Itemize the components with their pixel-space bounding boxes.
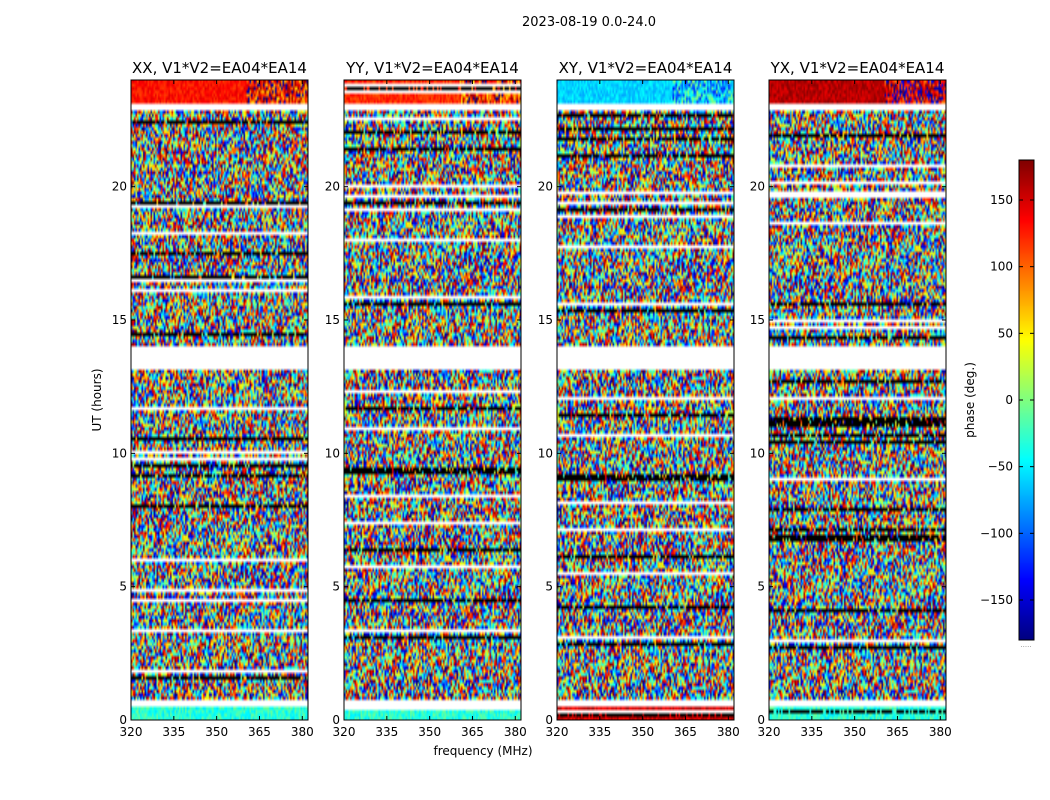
x-tick-label: 335 xyxy=(162,725,185,739)
colorbar-tick-label: 150 xyxy=(990,193,1013,207)
x-tick-label: 350 xyxy=(843,725,866,739)
heatmap-yy xyxy=(344,80,521,720)
heatmap-xx xyxy=(131,80,308,720)
y-tick-label: 5 xyxy=(757,580,765,594)
y-tick-label: 20 xyxy=(112,180,127,194)
x-axis-label: frequency (MHz) xyxy=(433,744,532,758)
panels: XX, V1*V2=EA04*EA14 320 335 350 365 380 0 5 10 15… xyxy=(112,59,952,739)
y-tick-label: 0 xyxy=(757,713,765,727)
y-tick-label: 10 xyxy=(538,446,553,460)
panel-title-yx: YX, V1*V2=EA04*EA14 xyxy=(770,59,945,77)
y-tick-label: 0 xyxy=(545,713,553,727)
y-tick-label: 0 xyxy=(332,713,340,727)
y-tick-label: 15 xyxy=(112,313,127,327)
x-tick-label: 350 xyxy=(418,725,441,739)
figure-title: 2023-08-19 0.0-24.0 xyxy=(522,15,656,30)
x-tick-label: 380 xyxy=(504,725,527,739)
x-tick-label: 380 xyxy=(929,725,952,739)
y-tick-label: 5 xyxy=(119,580,127,594)
y-tick-label: 20 xyxy=(750,180,765,194)
x-tick-label: 350 xyxy=(631,725,654,739)
panel-xx: XX, V1*V2=EA04*EA14 320 335 350 365 380 0 5 10 15… xyxy=(112,59,314,739)
x-tick-label: 335 xyxy=(800,725,823,739)
x-tick-label: 320 xyxy=(546,725,569,739)
axes-frame xyxy=(768,79,947,721)
y-axis-label: UT (hours) xyxy=(90,368,104,431)
axes-frame xyxy=(556,79,735,721)
colorbar-gradient xyxy=(1019,160,1034,640)
colorbar-label: phase (deg.) xyxy=(963,362,977,438)
colorbar-tick-label: −100 xyxy=(980,526,1013,540)
heatmap-xy xyxy=(557,80,734,720)
x-tick-label: 350 xyxy=(205,725,228,739)
panel-title-yy: YY, V1*V2=EA04*EA14 xyxy=(345,59,519,77)
y-tick-label: 15 xyxy=(538,313,553,327)
panel-title-xx: XX, V1*V2=EA04*EA14 xyxy=(132,59,307,77)
heatmap-yx xyxy=(769,80,946,720)
y-tick-label: 20 xyxy=(538,180,553,194)
y-tick-label: 10 xyxy=(325,446,340,460)
x-tick-label: 380 xyxy=(291,725,314,739)
panel-yx: YX, V1*V2=EA04*EA14 320 335 350 365 380 0 5 10 15… xyxy=(750,59,952,739)
y-tick-label: 20 xyxy=(325,180,340,194)
colorbar-tick-label: 100 xyxy=(990,260,1013,274)
panel-xy: XY, V1*V2=EA04*EA14 320 335 350 365 380 0 5 10 15… xyxy=(538,59,740,739)
x-tick-label: 380 xyxy=(717,725,740,739)
panel-yy: YY, V1*V2=EA04*EA14 320 335 350 365 380 0 5 10 15… xyxy=(325,59,527,739)
colorbar: 150 100 50 0 −50 −100 −150 xyxy=(980,159,1035,641)
x-tick-label: 365 xyxy=(886,725,909,739)
colorbar-tick-label: −50 xyxy=(988,460,1013,474)
colorbar-tick-label: 50 xyxy=(998,326,1013,340)
axes-frame xyxy=(343,79,522,721)
colorbar-note: ..... xyxy=(1020,641,1031,649)
x-tick-label: 365 xyxy=(248,725,271,739)
x-tick-label: 320 xyxy=(333,725,356,739)
x-tick-label: 320 xyxy=(758,725,781,739)
y-tick-label: 15 xyxy=(750,313,765,327)
y-tick-label: 5 xyxy=(545,580,553,594)
x-tick-label: 335 xyxy=(375,725,398,739)
colorbar-tick-label: −150 xyxy=(980,593,1013,607)
axes-frame xyxy=(130,79,309,721)
colorbar-tick-label: 0 xyxy=(1005,393,1013,407)
x-tick-label: 320 xyxy=(120,725,143,739)
x-tick-label: 365 xyxy=(461,725,484,739)
y-tick-label: 5 xyxy=(332,580,340,594)
y-tick-label: 10 xyxy=(750,446,765,460)
panel-title-xy: XY, V1*V2=EA04*EA14 xyxy=(559,59,733,77)
y-tick-label: 15 xyxy=(325,313,340,327)
x-tick-label: 335 xyxy=(588,725,611,739)
x-tick-label: 365 xyxy=(674,725,697,739)
y-tick-label: 0 xyxy=(119,713,127,727)
y-tick-label: 10 xyxy=(112,446,127,460)
